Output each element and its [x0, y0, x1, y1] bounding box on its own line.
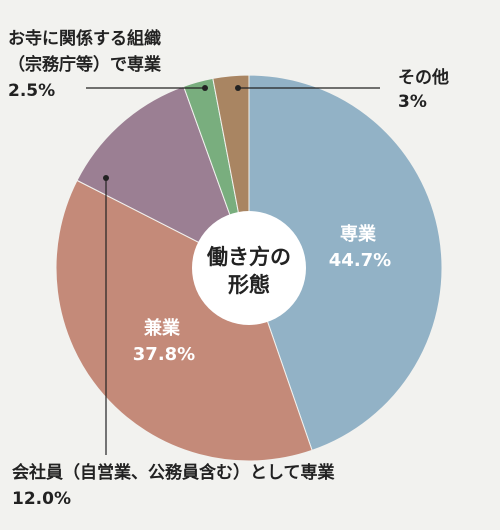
- slice-kengyo: [55, 179, 313, 462]
- label-temple-org-line-2: （宗務庁等）で専業: [8, 54, 161, 75]
- label-other-percent: 3%: [398, 92, 427, 112]
- slice-company: [76, 85, 250, 270]
- center-label-line-1: 働き方の: [206, 245, 291, 269]
- label-senyo-name: 専業: [340, 223, 377, 245]
- slice-senyo: [248, 74, 443, 452]
- center-label-line-2: 形態: [228, 273, 270, 297]
- label-temple-org-line-1: お寺に関係する組織: [8, 28, 161, 49]
- leader-dot-temple-org: [202, 85, 208, 91]
- leader-dot-other: [235, 85, 241, 91]
- leader-dot-company: [103, 175, 109, 181]
- label-company-name: 会社員（自営業、公務員含む）として専業: [12, 462, 335, 483]
- label-temple-org-percent: 2.5%: [8, 81, 55, 101]
- label-senyo-percent: 44.7%: [329, 250, 391, 271]
- center-hole: [192, 211, 306, 325]
- label-other-name: その他: [398, 67, 449, 88]
- label-company-percent: 12.0%: [12, 489, 71, 509]
- label-kengyo-name: 兼業: [144, 317, 181, 339]
- label-kengyo-percent: 37.8%: [133, 344, 195, 365]
